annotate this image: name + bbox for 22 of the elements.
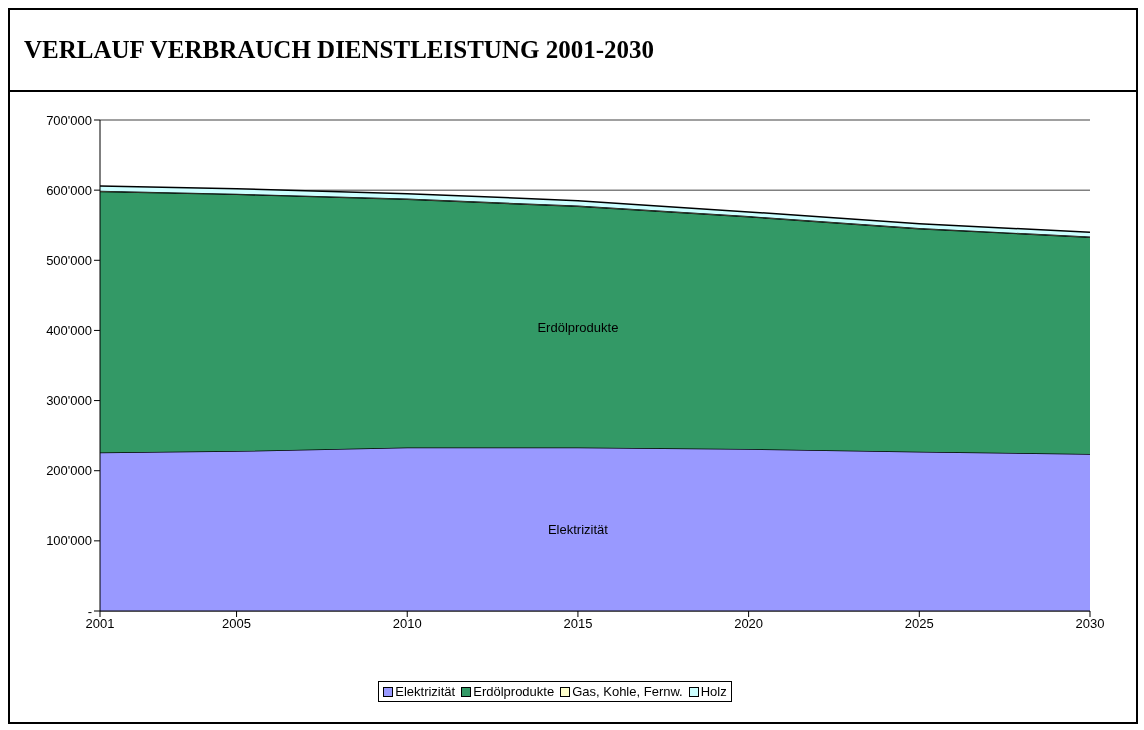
x-tick-label: 2020: [734, 616, 764, 632]
y-tick-label: 300'000: [46, 393, 92, 409]
y-tick-label: 600'000: [46, 182, 92, 198]
text: Elektrizität: [547, 521, 608, 537]
legend-label: Erdölprodukte: [472, 684, 555, 699]
x-tick-label: 2001: [85, 616, 115, 632]
legend-label: Holz: [699, 684, 727, 699]
y-tick-label: -: [87, 603, 92, 619]
y-tick-label: 100'000: [46, 533, 92, 549]
x-tick-label: 2030: [1075, 616, 1105, 632]
x-tick-label: 2025: [904, 616, 934, 632]
y-tick-label: 700'000: [46, 112, 92, 128]
chart-title: VERLAUF VERBRAUCH DIENSTLEISTUNG 2001-2030: [10, 10, 1136, 92]
text: Erdölprodukte: [537, 319, 619, 335]
y-tick-label: 400'000: [46, 323, 92, 339]
x-tick-label: 2010: [392, 616, 422, 632]
y-tick-label: 200'000: [46, 463, 92, 479]
y-tick-label: 500'000: [46, 252, 92, 268]
legend-label: Gas, Kohle, Fernw.: [571, 684, 683, 699]
x-tick-label: 2005: [222, 616, 252, 632]
x-tick-label: 2015: [563, 616, 593, 632]
legend-label: Elektrizität: [394, 684, 456, 699]
